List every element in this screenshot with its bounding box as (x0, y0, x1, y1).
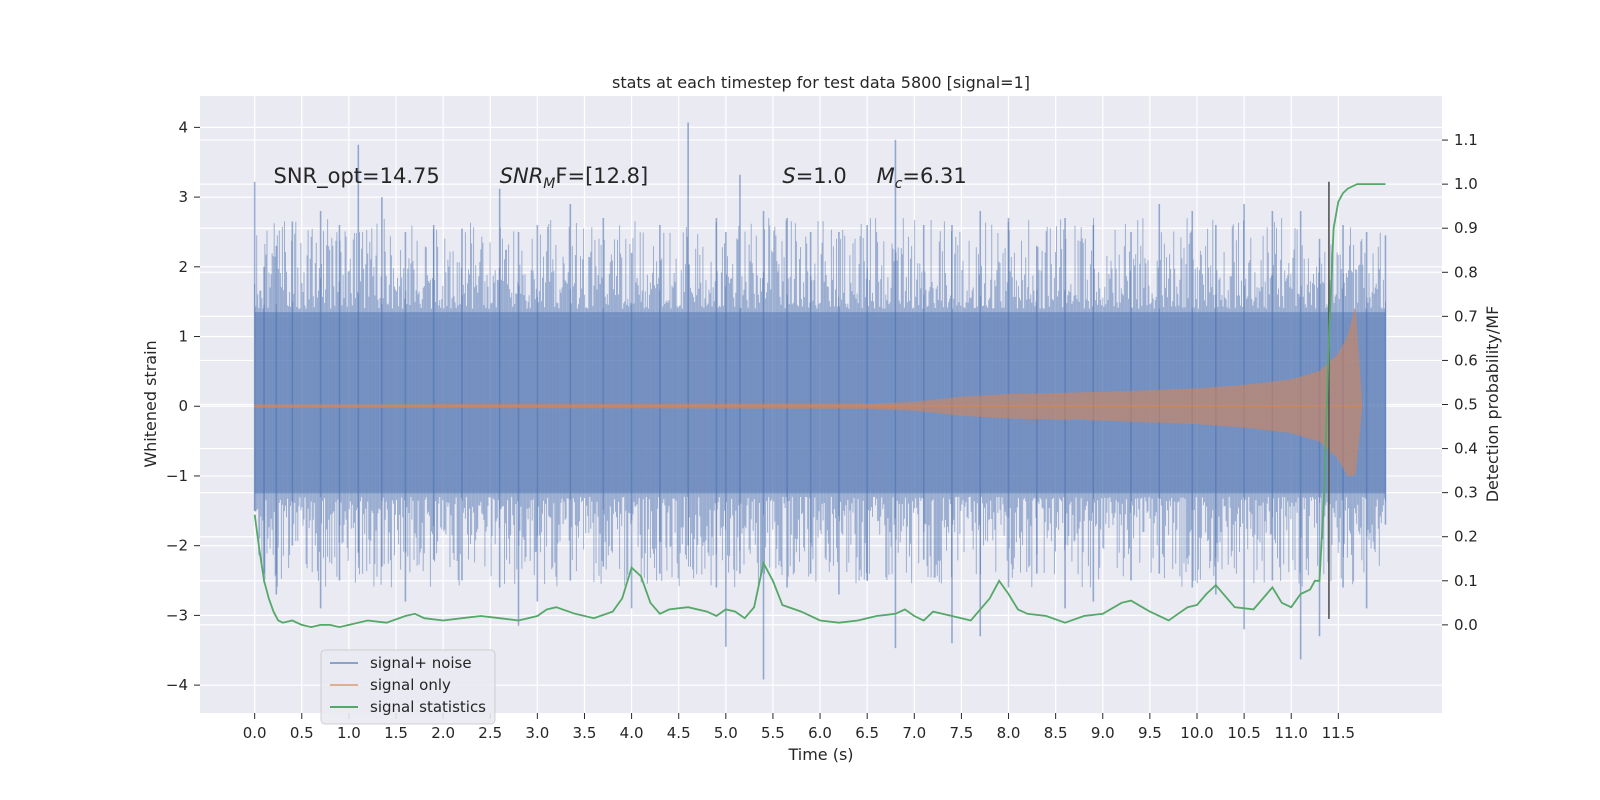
annotation-base: S (782, 164, 795, 188)
annotation-subscript: M (543, 176, 555, 192)
x-tick-label: 10.0 (1180, 724, 1213, 742)
y-right-tick-label: 0.0 (1454, 616, 1478, 634)
y-left-tick-label: 0 (178, 397, 188, 415)
annotations: SNR_opt=14.75 SNRMF=[12.8] S=1.0 Mc=6.31 (274, 164, 967, 192)
x-tick-label: 4.5 (667, 724, 691, 742)
y-right-tick-label: 0.7 (1454, 307, 1478, 325)
y-left-tick-label: 3 (178, 188, 188, 206)
x-tick-label: 9.0 (1091, 724, 1115, 742)
legend: signal+ noise signal only signal statistic… (320, 649, 496, 725)
x-tick-label: 1.0 (337, 724, 361, 742)
x-tick-label: 8.5 (1044, 724, 1068, 742)
x-axis-label: Time (s) (787, 745, 853, 764)
x-tick-label: 4.0 (620, 724, 644, 742)
x-tick-label: 2.5 (478, 724, 502, 742)
y-right-tick-label: 0.5 (1454, 396, 1478, 414)
legend-label: signal only (370, 676, 451, 694)
legend-label: signal statistics (370, 698, 486, 716)
y-axis-label-left: Whitened strain (141, 340, 160, 467)
y-right-ticks: 1.1 1.0 0.9 0.8 0.7 0.6 0.5 0.4 0.3 0.2 0.1 0.0 (1442, 131, 1478, 634)
stats-line (253, 183, 1386, 629)
x-tick-label: 5.5 (761, 724, 785, 742)
y-right-tick-label: 0.6 (1454, 351, 1478, 369)
annotation-1: SNR_opt=14.75 (274, 164, 440, 189)
chart-title: stats at each timestep for test data 580… (612, 73, 1030, 92)
annotation-4: Mc=6.31 (877, 164, 967, 192)
x-tick-label: 6.0 (808, 724, 832, 742)
y-right-tick-label: 1.0 (1454, 175, 1478, 193)
x-tick-label: 3.0 (525, 724, 549, 742)
x-tick-label: 7.5 (949, 724, 973, 742)
legend-label: signal+ noise (370, 654, 472, 672)
y-left-tick-label: 2 (178, 258, 188, 276)
y-left-tick-label: −2 (166, 537, 188, 555)
y-right-tick-label: 0.2 (1454, 528, 1478, 546)
x-tick-label: 10.5 (1227, 724, 1260, 742)
annotation-base: M (877, 164, 895, 188)
y-right-tick-label: 0.4 (1454, 440, 1478, 458)
annotation-subscript: c (895, 176, 903, 192)
x-tick-label: 0.0 (243, 724, 267, 742)
x-tick-label: 7.0 (902, 724, 926, 742)
y-axis-label-right: Detection probability/MF (1483, 306, 1502, 503)
y-right-tick-label: 1.1 (1454, 131, 1478, 149)
annotation-rest: F=[12.8] (555, 164, 648, 188)
y-right-tick-label: 0.1 (1454, 572, 1478, 590)
y-left-tick-label: −4 (166, 676, 188, 694)
signal-statistics-line (253, 183, 1386, 629)
annotation-2: SNRMF=[12.8] (500, 164, 649, 192)
x-tick-label: 5.0 (714, 724, 738, 742)
x-tick-label: 11.0 (1275, 724, 1308, 742)
annotation-rest: =6.31 (902, 164, 966, 188)
y-left-tick-label: −1 (166, 467, 188, 485)
signal-only-envelope (254, 308, 1363, 477)
y-right-tick-label: 0.3 (1454, 484, 1478, 502)
y-right-tick-label: 0.8 (1454, 263, 1478, 281)
y-left-ticks: 4 3 2 1 0 −1 −2 −3 −4 (166, 118, 200, 694)
annotation-3: S=1.0 (782, 164, 846, 188)
y-left-tick-label: 1 (178, 328, 188, 346)
y-left-tick-label: 4 (178, 118, 188, 136)
x-tick-label: 1.5 (384, 724, 408, 742)
x-tick-label: 2.0 (431, 724, 455, 742)
x-tick-label: 11.5 (1322, 724, 1355, 742)
x-tick-label: 9.5 (1138, 724, 1162, 742)
x-tick-label: 0.5 (290, 724, 314, 742)
y-left-tick-label: −3 (166, 606, 188, 624)
y-right-tick-label: 0.9 (1454, 219, 1478, 237)
x-tick-label: 6.5 (855, 724, 879, 742)
x-tick-label: 3.5 (573, 724, 597, 742)
x-tick-label: 8.0 (997, 724, 1021, 742)
x-ticks: 0.0 0.5 1.0 1.5 2.0 2.5 3.0 3.5 4.0 4.5 5.0 5.5 6.0 6… (243, 713, 1355, 742)
legend-box (320, 649, 496, 725)
annotation-rest: =1.0 (796, 164, 847, 188)
signal-chirp (254, 308, 1363, 477)
annotation-base: SNR (500, 164, 544, 188)
